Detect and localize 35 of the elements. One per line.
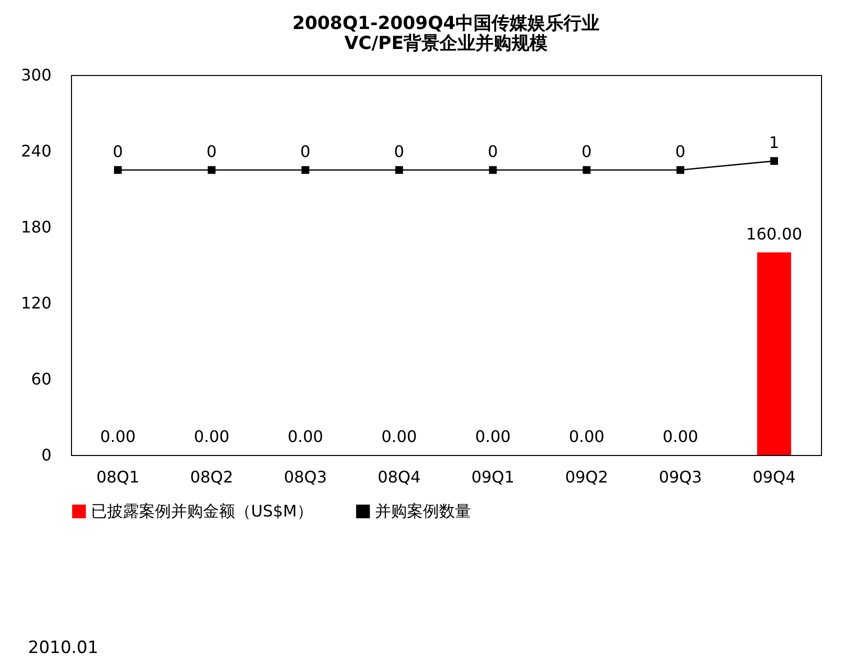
- data-label: 0: [300, 142, 310, 161]
- y-tick-label: 60: [31, 370, 52, 388]
- x-tick-label: 08Q3: [284, 468, 327, 486]
- data-label: 0: [206, 142, 217, 161]
- data-label: 0.00: [475, 427, 511, 446]
- data-label: 0.00: [568, 427, 604, 446]
- data-label: 0.00: [381, 427, 417, 446]
- y-tick-label: 240: [20, 142, 52, 160]
- x-tick-label: 09Q2: [565, 468, 608, 486]
- y-tick-label: 120: [20, 294, 52, 312]
- x-tick-label: 08Q4: [378, 468, 421, 486]
- data-label: 0: [582, 142, 592, 161]
- data-label: 1: [769, 133, 780, 152]
- x-tick-label: 09Q1: [471, 468, 514, 486]
- data-label: 0.00: [100, 427, 136, 446]
- y-tick-label: 300: [20, 66, 52, 84]
- data-label: 0: [112, 142, 123, 161]
- data-label: 0.00: [194, 427, 230, 446]
- x-tick-label: 08Q2: [190, 468, 234, 486]
- x-tick-label: 09Q3: [658, 468, 702, 486]
- x-tick-label: 09Q4: [752, 468, 796, 486]
- legend-label: 已披露案例并购金额（US$M）: [91, 501, 313, 520]
- data-label: 0.00: [288, 427, 324, 446]
- y-tick-label: 0: [41, 446, 52, 464]
- text: 2008Q1-2009Q4中国传媒娱乐行业: [292, 13, 600, 34]
- data-label: 0: [394, 142, 404, 161]
- text: 2010.01: [28, 638, 98, 658]
- data-label: 0: [488, 142, 498, 161]
- x-tick-label: 08Q1: [96, 468, 140, 486]
- y-tick-label: 180: [20, 218, 52, 236]
- data-label: 0: [675, 142, 686, 161]
- legend-label: 并购案例数量: [375, 501, 471, 520]
- data-label: 0.00: [662, 427, 698, 446]
- data-label: 160.00: [746, 224, 802, 244]
- text: VC/PE背景企业并购规模: [344, 33, 548, 54]
